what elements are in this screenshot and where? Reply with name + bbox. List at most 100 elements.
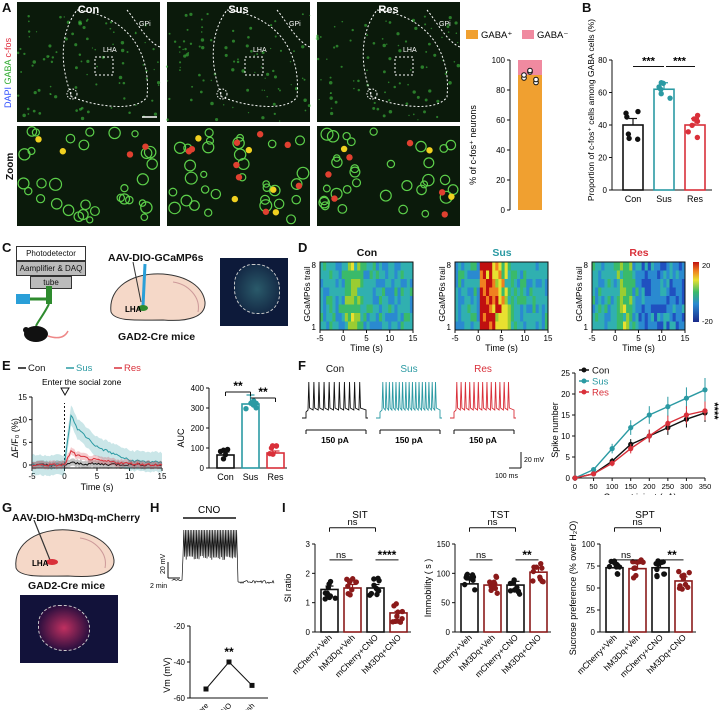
heatmap-cell (320, 296, 324, 305)
heatmap-cell (629, 321, 633, 331)
gaba-speckle (151, 99, 154, 102)
heatmap-cell (535, 296, 540, 305)
photodetector-box: Photodetector (16, 246, 86, 261)
gaba-speckle (201, 26, 204, 29)
heatmap-cell (632, 321, 636, 331)
heatmap-cell (619, 262, 624, 271)
gaba-speckle (120, 48, 125, 53)
heatmap-cell (363, 287, 367, 297)
gaba-speckle (352, 80, 355, 82)
d-ytick-bottom: 1 (312, 323, 317, 332)
heatmap-cell (657, 321, 661, 331)
f-point (590, 471, 597, 477)
i-sit-point (349, 576, 356, 582)
gaba-speckle (135, 104, 137, 106)
gaba-speckle (303, 98, 307, 102)
gaba-speckle (237, 58, 239, 61)
i-sit-ytick: 3 (306, 540, 311, 549)
heatmap-cell (351, 313, 355, 322)
heatmap-cell (400, 287, 405, 297)
heatmap-cell (675, 287, 680, 297)
h-xtick: Before (188, 701, 210, 710)
d-ytick-top: 8 (584, 261, 589, 270)
heatmap-cell (492, 296, 496, 305)
heatmap-cell (513, 313, 518, 322)
heatmap-cell (378, 279, 383, 288)
heatmap-cell (332, 262, 336, 271)
heatmap-cell (366, 304, 370, 314)
heatmap-cell (347, 262, 352, 271)
gaba-speckle (388, 21, 392, 24)
i-spt-point (653, 560, 659, 567)
heatmap-cell (650, 304, 655, 314)
heatmap-cell (326, 262, 330, 271)
heatmap-cell (632, 313, 636, 322)
gaba-speckle (349, 39, 352, 42)
heatmap-cell (332, 313, 336, 322)
h-charts: CNO 20 mV 2 min Vm (mV) -20 -40 -60Before C… (150, 505, 275, 710)
heatmap-cell (654, 296, 658, 305)
gaba-cell (342, 185, 352, 194)
heatmap-cell (666, 262, 670, 271)
heatmap-cell (510, 279, 515, 288)
panel-label-h: H (150, 500, 160, 515)
gaba-speckle (381, 37, 384, 40)
heatmap-cell (486, 287, 490, 297)
heatmap-cell (644, 279, 649, 288)
heatmap-cell (455, 313, 459, 322)
mouse-icon (24, 326, 48, 342)
heatmap-cell (363, 321, 367, 331)
d-ylabel: GCaMP6s trail (437, 266, 447, 321)
gaba-cell (80, 199, 91, 211)
gaba-speckle (456, 63, 460, 68)
f-trace-title: Res (474, 364, 492, 375)
f-point (628, 446, 634, 452)
gaba-cell (422, 173, 435, 187)
heatmap-cell (544, 321, 549, 331)
heatmap-cell (678, 279, 683, 288)
heatmap-cell (520, 313, 524, 322)
heatmap-cell (341, 287, 346, 297)
gaba-speckle (153, 68, 155, 71)
e-auc-ytick: 0 (200, 464, 205, 473)
gaba-speckle (122, 81, 126, 85)
gaba-speckle (274, 35, 277, 38)
heatmap-cell (650, 313, 655, 322)
heatmap-cell (541, 321, 546, 331)
gaba-speckle (393, 85, 396, 89)
gaba-speckle (253, 54, 255, 57)
heatmap-cell (473, 313, 478, 322)
gaba-speckle (420, 65, 425, 69)
e-ytick: 0 (23, 461, 28, 470)
d-xlabel: Time (s) (350, 343, 383, 353)
heatmap-cell (526, 279, 530, 288)
gaba-speckle (38, 112, 42, 115)
f-point (609, 460, 615, 466)
e-auc-point (253, 405, 259, 411)
heatmap-cell (369, 279, 374, 288)
heatmap-cell (486, 270, 490, 280)
heatmap-cell (403, 279, 408, 288)
heatmap-cell (406, 262, 411, 271)
heatmap-cell (657, 279, 661, 288)
gaba-speckle (351, 28, 354, 32)
gaba-speckle (447, 31, 450, 33)
gaba-speckle (94, 48, 97, 51)
h-scale-t: 2 min (150, 583, 167, 590)
gaba-speckle (32, 109, 36, 113)
heatmap-cell (479, 270, 484, 280)
gaba-speckle (198, 73, 201, 77)
heatmap-cell (616, 287, 621, 297)
heatmap-cell (335, 321, 339, 331)
cfos-cell (233, 161, 240, 169)
gaba-cell (116, 193, 126, 203)
heatmap-cell (538, 321, 543, 331)
i-spt-point (634, 559, 640, 565)
i-sit-point (344, 576, 350, 583)
gaba-speckle (319, 36, 322, 38)
gaba-speckle (245, 44, 249, 48)
heatmap-cell (351, 270, 355, 280)
e-auc-point (267, 450, 273, 457)
heatmap-cell (382, 262, 386, 271)
heatmap-cell (504, 287, 509, 297)
